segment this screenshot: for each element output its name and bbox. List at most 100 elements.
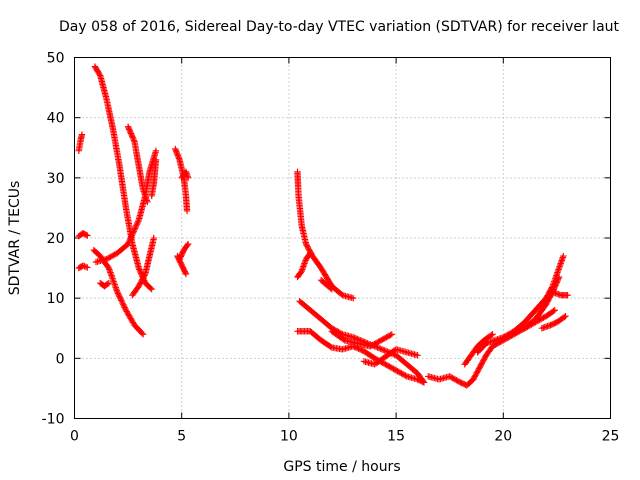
data-point [297,269,305,276]
data-point [555,273,563,281]
data-point [150,234,158,242]
y-tick-label: 0 [56,351,65,367]
data-point [124,309,131,317]
data-point [551,307,558,314]
data-point [551,283,559,290]
data-point [104,263,112,271]
data-point [126,126,133,133]
data-point [419,378,426,385]
data-point [377,345,384,352]
series-arc-10 [148,156,160,200]
data-point [130,135,137,143]
series-arc-2 [75,229,91,240]
data-point [126,237,133,245]
chart-title: Day 058 of 2016, Sidereal Day-to-day VTE… [59,19,620,35]
data-point [561,313,568,321]
series-arc-15 [294,168,357,302]
data-point [84,232,91,239]
data-point [152,147,160,154]
series-arc-21 [360,346,421,368]
data-point [126,313,134,321]
data-point [560,252,567,260]
plot-frame [74,57,611,419]
y-tick-label: -10 [42,412,65,428]
data-point [327,284,334,292]
series-arc-24 [521,273,563,332]
series-arc-13 [176,240,192,263]
data-point [381,347,388,354]
series-arc-1 [75,131,86,154]
data-point [128,232,136,239]
data-point [420,379,428,386]
data-point [402,372,409,379]
data-point [130,228,137,235]
data-point [135,264,143,272]
data-point [115,291,122,299]
data-points [75,63,571,389]
data-point [152,156,160,163]
data-point [555,275,562,282]
data-point [116,294,124,301]
data-point [130,137,138,144]
data-point [124,123,132,130]
data-point [121,304,128,311]
data-point [138,329,146,337]
data-point [378,346,386,353]
x-axis-label: GPS time / hours [283,459,400,475]
data-point [120,302,128,310]
data-point [129,230,136,238]
data-point [116,293,123,300]
data-point [124,240,132,248]
y-tick-label: 30 [47,171,65,187]
data-point [81,263,88,270]
data-point [131,226,138,234]
data-point [117,295,124,303]
data-point [84,264,91,271]
data-point [129,319,137,326]
data-point [128,131,135,139]
x-tick-label: 10 [280,429,298,445]
y-tick-label: 40 [47,111,65,127]
y-tick-label: 50 [47,51,65,67]
series-arc-16 [294,249,314,281]
data-point [184,242,191,249]
data-point [126,236,134,243]
series-arc-6 [90,246,147,338]
data-point [105,279,113,287]
data-point [133,220,141,228]
data-point [127,315,134,322]
series-arc-26 [549,288,571,299]
data-point [118,297,125,304]
data-point [338,290,345,298]
data-point [136,267,144,275]
data-point [414,352,421,359]
data-point [554,278,561,285]
series-arc-3 [75,262,91,272]
data-point [125,239,132,246]
data-point [128,233,135,241]
data-point [125,312,133,319]
data-point [375,344,383,352]
data-point [128,317,136,325]
data-point [96,71,103,78]
data-point [350,294,357,302]
data-point [127,235,134,242]
series-arc-7 [124,123,151,206]
data-point [125,124,132,132]
data-point [488,331,495,339]
data-point [132,223,139,231]
data-point [340,336,347,343]
data-point [552,282,559,289]
data-point [387,331,394,339]
series-arc-17 [317,276,335,293]
data-point [127,130,135,137]
data-point [125,311,132,318]
series-arc-8 [97,279,113,290]
series-arc-4 [91,63,155,293]
x-tick-label: 15 [387,429,405,445]
series-arc-9 [129,234,158,299]
data-point [134,219,141,226]
y-tick-labels: -10 0 10 20 30 40 50 [42,51,65,428]
x-tick-label: 0 [70,429,79,445]
data-point [144,198,151,206]
